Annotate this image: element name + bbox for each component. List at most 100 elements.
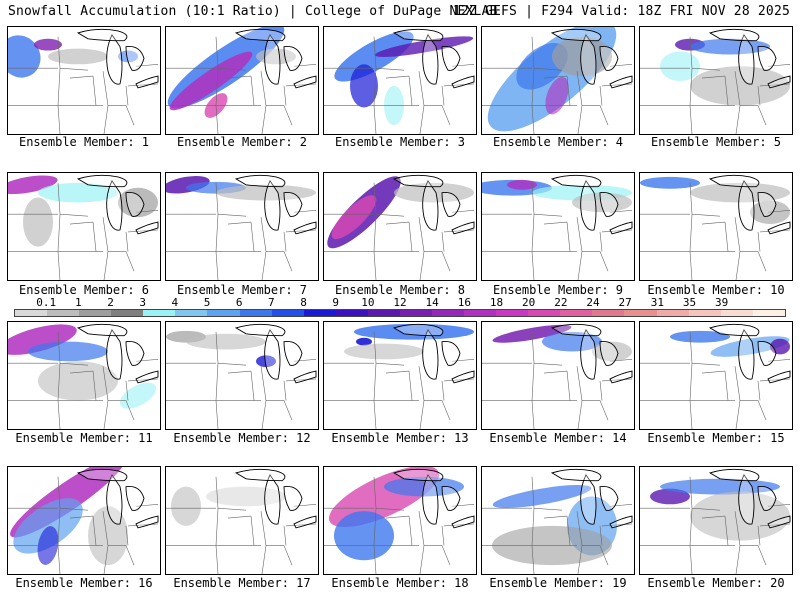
- colorbar-labels: 0.1 1 2 3 4 5 6 7 8 9 10 12 14 16 18 20 22 24 27 31 35 39: [14, 296, 786, 309]
- colorbar-swatch: [752, 310, 785, 316]
- lake-outline: [135, 221, 159, 235]
- colorbar-swatch: [271, 310, 304, 316]
- snowfall-area: [118, 50, 138, 63]
- ensemble-map-panel: [165, 321, 319, 430]
- state-border: [385, 75, 410, 79]
- lake-outline: [609, 75, 633, 89]
- ensemble-member-label: Ensemble Member: 20: [647, 576, 785, 590]
- state-border: [533, 507, 563, 511]
- state-border: [69, 221, 94, 225]
- ensemble-map-panel: [323, 466, 477, 575]
- map-canvas: [324, 28, 475, 134]
- lake-outline: [708, 28, 760, 42]
- snowfall-area: [334, 31, 414, 82]
- ensemble-member-label: Ensemble Member: 1: [18, 135, 150, 149]
- snowfall-area: [350, 64, 378, 108]
- state-border: [689, 182, 693, 280]
- state-border: [250, 371, 255, 401]
- ensemble-member-label: Ensemble Member: 9: [492, 283, 624, 297]
- state-border: [599, 380, 603, 401]
- state-border: [757, 85, 761, 106]
- snowfall-area: [356, 337, 372, 346]
- snowfall-area: [186, 333, 266, 350]
- state-border: [285, 523, 317, 527]
- snowfall-area: [334, 511, 394, 561]
- lake-outline: [451, 370, 475, 384]
- state-border: [217, 67, 247, 71]
- state-border: [609, 359, 633, 362]
- state-border: [250, 516, 255, 546]
- state-border: [451, 359, 475, 362]
- colorbar-label: 35: [682, 296, 697, 309]
- snowfall-area: [690, 66, 790, 106]
- map-canvas: [166, 468, 317, 574]
- colorbar-swatch: [175, 310, 208, 316]
- state-border: [57, 182, 61, 280]
- state-border: [373, 476, 377, 574]
- colorbar-label: 5: [203, 296, 211, 309]
- lake-outline: [738, 33, 755, 85]
- state-border: [260, 217, 267, 280]
- state-border: [609, 64, 633, 67]
- state-border: [108, 251, 135, 272]
- lake-outline: [580, 328, 597, 380]
- colorbar-label: 8: [300, 296, 307, 309]
- ensemble-map-panel: [639, 466, 793, 575]
- colorbar-swatch: [399, 310, 433, 316]
- state-border: [375, 362, 405, 366]
- state-border: [373, 331, 377, 429]
- state-border: [215, 476, 219, 574]
- colorbar-label: 14: [425, 296, 439, 309]
- state-border: [92, 222, 97, 252]
- state-border: [609, 504, 633, 507]
- state-border: [767, 504, 791, 507]
- map-canvas: [640, 323, 791, 429]
- state-border: [385, 515, 410, 519]
- ensemble-map-panel: [7, 466, 161, 575]
- snowfall-area: [88, 506, 128, 566]
- map-title: Snowfall Accumulation (10:1 Ratio) | Col…: [8, 4, 498, 19]
- state-border: [108, 545, 135, 566]
- colorbar-label: 16: [457, 296, 471, 309]
- map-canvas: [8, 323, 159, 429]
- state-border: [266, 400, 293, 421]
- state-border: [127, 229, 159, 233]
- state-border: [543, 75, 568, 79]
- lake-outline: [125, 340, 145, 366]
- lake-outline: [422, 33, 439, 85]
- state-border: [418, 71, 425, 134]
- ensemble-map-panel: [7, 321, 161, 430]
- state-border: [566, 222, 571, 252]
- state-border: [443, 378, 475, 382]
- state-border: [69, 370, 94, 374]
- state-border: [408, 222, 413, 252]
- colorbar-swatch: [560, 310, 593, 316]
- ensemble-member-label: Ensemble Member: 19: [489, 576, 627, 590]
- lake-outline: [550, 28, 602, 42]
- state-border: [385, 221, 410, 225]
- state-border: [293, 504, 317, 507]
- lake-outline: [293, 221, 317, 235]
- state-border: [373, 182, 377, 280]
- snowfall-area: [344, 343, 424, 360]
- snowfall-area: [8, 35, 41, 78]
- lake-outline: [76, 28, 128, 42]
- state-border: [375, 67, 405, 71]
- snowfall-area: [394, 182, 474, 203]
- colorbar-label: 12: [393, 296, 407, 309]
- state-border: [283, 380, 287, 401]
- snowfall-area: [660, 51, 700, 81]
- state-border: [441, 85, 445, 106]
- lake-outline: [125, 485, 145, 511]
- colorbar-swatch: [720, 310, 753, 316]
- state-border: [566, 516, 571, 546]
- lake-outline: [264, 473, 281, 525]
- colorbar-label: 20: [522, 296, 536, 309]
- ensemble-map-panel: [323, 26, 477, 135]
- state-border: [724, 516, 729, 546]
- valid-time: 12Z GEFS | F294 Valid: 18Z FRI NOV 28 20…: [452, 4, 790, 19]
- colorbar-swatch: [79, 310, 112, 316]
- state-border: [127, 523, 159, 527]
- map-canvas: [482, 27, 633, 134]
- state-border: [451, 210, 475, 213]
